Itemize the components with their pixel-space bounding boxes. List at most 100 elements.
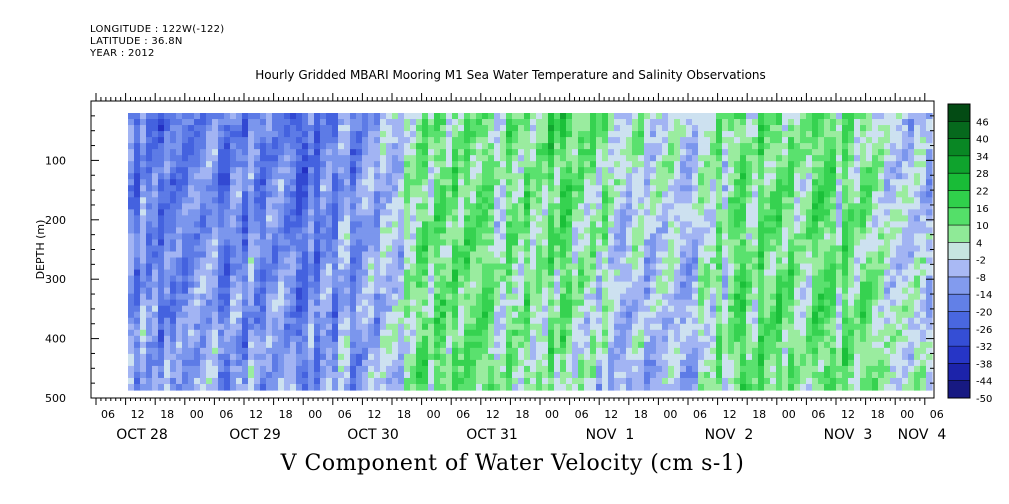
heatmap-cell <box>398 239 405 247</box>
heatmap-cell <box>290 113 297 120</box>
heatmap-cell <box>470 299 477 307</box>
heatmap-cell <box>548 335 555 343</box>
heatmap-cell <box>476 143 483 150</box>
heatmap-cell <box>500 281 507 289</box>
heatmap-cell <box>410 305 417 313</box>
heatmap-cell <box>242 353 249 361</box>
heatmap-cell <box>620 263 627 271</box>
heatmap-cell <box>554 143 561 150</box>
heatmap-cell <box>488 119 495 126</box>
heatmap-cell <box>770 383 777 391</box>
heatmap-cell <box>380 347 387 355</box>
heatmap-cell <box>290 155 297 162</box>
heatmap-cell <box>386 365 393 373</box>
heatmap-cell <box>404 191 411 198</box>
heatmap-cell <box>590 275 597 283</box>
heatmap-cell <box>434 269 441 277</box>
heatmap-cell <box>398 125 405 132</box>
heatmap-cell <box>590 173 597 180</box>
heatmap-cell <box>338 323 345 331</box>
heatmap-cell <box>692 119 699 126</box>
heatmap-cell <box>578 323 585 331</box>
heatmap-cell <box>602 377 609 385</box>
heatmap-cell <box>746 275 753 283</box>
heatmap-cell <box>674 293 681 301</box>
heatmap-cell <box>206 287 213 295</box>
heatmap-cell <box>332 209 339 216</box>
heatmap-cell <box>500 173 507 180</box>
heatmap-cell <box>632 179 639 186</box>
heatmap-cell <box>158 191 165 198</box>
heatmap-cell <box>584 257 591 265</box>
heatmap-cell <box>218 185 225 192</box>
heatmap-cell <box>728 143 735 150</box>
heatmap-cell <box>584 119 591 126</box>
heatmap-cell <box>206 329 213 337</box>
heatmap-cell <box>416 191 423 198</box>
heatmap-cell <box>698 371 705 379</box>
heatmap-cell <box>320 383 327 391</box>
heatmap-cell <box>698 113 705 120</box>
heatmap-cell <box>248 359 255 367</box>
heatmap-cell <box>362 245 369 253</box>
heatmap-cell <box>698 323 705 331</box>
heatmap-cell <box>392 359 399 367</box>
heatmap-cell <box>494 275 501 283</box>
heatmap-cell <box>674 191 681 198</box>
heatmap-cell <box>698 329 705 337</box>
heatmap-cell <box>254 269 261 277</box>
heatmap-cell <box>440 299 447 307</box>
heatmap-cell <box>464 269 471 277</box>
heatmap-cell <box>692 179 699 186</box>
heatmap-cell <box>632 353 639 361</box>
heatmap-cell <box>416 359 423 367</box>
heatmap-cell <box>158 353 165 361</box>
heatmap-cell <box>452 341 459 349</box>
heatmap-cell <box>608 263 615 271</box>
heatmap-cell <box>248 203 255 210</box>
heatmap-cell <box>128 317 135 325</box>
heatmap-cell <box>740 245 747 253</box>
heatmap-cell <box>182 161 189 168</box>
heatmap-cell <box>260 227 267 235</box>
heatmap-cell <box>752 119 759 126</box>
heatmap-cell <box>680 335 687 343</box>
heatmap-cell <box>308 227 315 235</box>
heatmap-cell <box>368 281 375 289</box>
heatmap-cell <box>776 215 783 222</box>
heatmap-cell <box>656 113 663 120</box>
heatmap-cell <box>548 233 555 241</box>
heatmap-cell <box>152 377 159 385</box>
heatmap-cell <box>596 221 603 229</box>
heatmap-cell <box>356 269 363 277</box>
heatmap-cell <box>452 221 459 229</box>
heatmap-cell <box>680 167 687 174</box>
heatmap-cell <box>590 143 597 150</box>
heatmap-cell <box>164 155 171 162</box>
heatmap-cell <box>170 149 177 156</box>
heatmap-cell <box>626 353 633 361</box>
heatmap-cell <box>686 203 693 210</box>
heatmap-cell <box>194 161 201 168</box>
heatmap-cell <box>428 299 435 307</box>
heatmap-cell <box>614 185 621 192</box>
heatmap-cell <box>578 311 585 319</box>
heatmap-cell <box>356 257 363 265</box>
heatmap-cell <box>212 257 219 265</box>
heatmap-cell <box>464 365 471 373</box>
heatmap-cell <box>416 263 423 271</box>
heatmap-cell <box>728 353 735 361</box>
heatmap-cell <box>152 245 159 253</box>
heatmap-cell <box>428 257 435 265</box>
heatmap-cell <box>650 143 657 150</box>
heatmap-cell <box>506 191 513 198</box>
heatmap-cell <box>644 203 651 210</box>
heatmap-cell <box>260 359 267 367</box>
heatmap-cell <box>584 221 591 229</box>
heatmap-cell <box>218 227 225 235</box>
heatmap-cell <box>512 335 519 343</box>
heatmap-cell <box>506 125 513 132</box>
heatmap-cell <box>758 371 765 379</box>
heatmap-cell <box>326 275 333 283</box>
heatmap-cell <box>146 113 153 120</box>
